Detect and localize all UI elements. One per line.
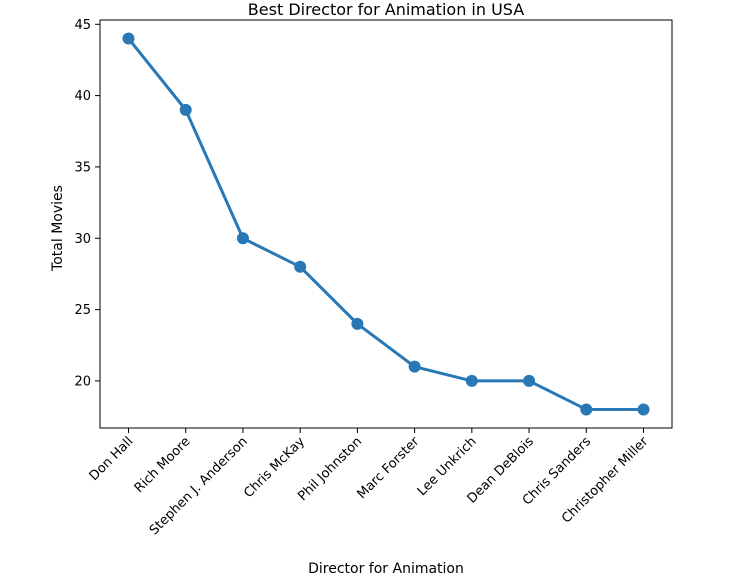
y-tick-label: 45 [74, 18, 91, 33]
y-axis-title: Total Movies [50, 185, 66, 272]
y-axis: 20 25 30 35 40 45 [74, 18, 100, 389]
plot-frame [99, 19, 673, 429]
data-point [408, 360, 421, 373]
data-point [637, 403, 650, 416]
data-point [122, 32, 135, 45]
x-tick-label: Rich Moore [132, 434, 194, 496]
data-point [580, 403, 593, 416]
y-tick-label: 25 [74, 303, 91, 318]
x-tick-label: Marc Forster [355, 434, 423, 502]
x-tick-label: Don Hall [87, 434, 137, 484]
y-tick-label: 35 [74, 160, 91, 175]
data-point [351, 317, 364, 330]
x-axis-title: Director for Animation [308, 561, 464, 577]
y-tick-label: 40 [74, 89, 91, 104]
data-point [523, 374, 536, 387]
data-point [465, 374, 478, 387]
y-tick-label: 20 [74, 374, 91, 389]
y-tick-label: 30 [74, 232, 91, 247]
chart-title: Best Director for Animation in USA [248, 0, 524, 19]
data-point [236, 232, 249, 245]
series-line [127, 37, 645, 411]
series-total-movies [122, 32, 650, 416]
data-point [294, 260, 307, 273]
x-tick-label: Stephen J. Anderson [147, 434, 251, 538]
data-point [179, 103, 192, 116]
